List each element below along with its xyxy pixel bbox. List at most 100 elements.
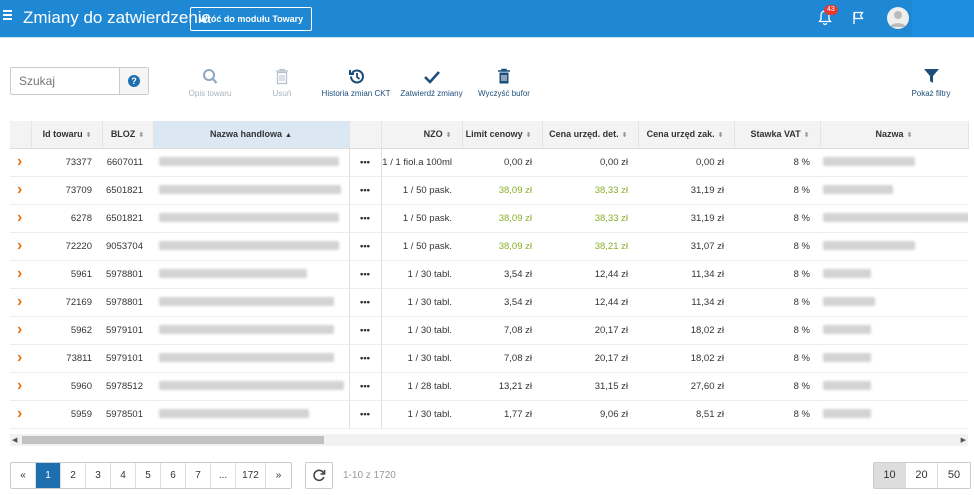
table-row[interactable]: › 73709 6501821 ••• 1 / 50 pask. 38,09 zł 38,3… bbox=[10, 176, 968, 205]
cell-id: 72169 bbox=[31, 288, 102, 317]
header-name[interactable]: Nazwa ⬍ bbox=[820, 121, 969, 149]
header-price-limit[interactable]: Limit cenowy ⬍ bbox=[462, 121, 543, 149]
cell-id: 5961 bbox=[31, 260, 102, 289]
header-purchase-price[interactable]: Cena urzęd zak. ⬍ bbox=[638, 121, 735, 149]
page-button[interactable]: 3 bbox=[86, 463, 111, 488]
back-to-products-button[interactable]: Wróć do modułu Towary bbox=[190, 7, 313, 31]
product-description-button[interactable]: Opis towaru bbox=[187, 68, 233, 98]
page-button[interactable]: » bbox=[275, 470, 282, 481]
cell-retail-price: 38,21 zł bbox=[542, 232, 638, 261]
cell-vat: 8 % bbox=[734, 148, 820, 177]
cell-name bbox=[820, 204, 968, 233]
page-size-selector: 10 20 50 bbox=[873, 462, 971, 489]
cell-trade-name bbox=[153, 372, 349, 401]
table-row[interactable]: › 72169 5978801 ••• 1 / 30 tabl. 3,54 zł 12,44… bbox=[10, 288, 968, 317]
expand-row-icon[interactable]: › bbox=[10, 148, 31, 177]
clear-buffer-button[interactable]: Wyczyść bufor bbox=[477, 68, 531, 98]
flag-icon[interactable] bbox=[853, 11, 865, 25]
expand-row-icon[interactable]: › bbox=[10, 400, 31, 429]
cell-price-limit: 7,08 zł bbox=[462, 316, 542, 345]
page-button[interactable]: 4 bbox=[111, 463, 136, 488]
content-divider bbox=[0, 37, 974, 47]
delete-button[interactable]: Usuń bbox=[270, 68, 294, 98]
cell-trade-name bbox=[153, 176, 349, 205]
cell-trade-name bbox=[153, 260, 349, 289]
cell-bloz: 6501821 bbox=[102, 204, 153, 233]
row-actions-button[interactable]: ••• bbox=[348, 344, 382, 373]
expand-row-icon[interactable]: › bbox=[10, 204, 31, 233]
cell-retail-price: 12,44 zł bbox=[542, 288, 638, 317]
horizontal-scrollbar[interactable]: ◀ ▶ bbox=[10, 434, 968, 446]
page-size-option[interactable]: 20 bbox=[906, 463, 938, 488]
table-row[interactable]: › 6278 6501821 ••• 1 / 50 pask. 38,09 zł 38,33… bbox=[10, 204, 968, 233]
scroll-right-icon[interactable]: ▶ bbox=[960, 437, 966, 444]
cell-price-limit: 38,09 zł bbox=[462, 204, 542, 233]
approve-changes-button[interactable]: Zatwierdź zmiany bbox=[399, 68, 464, 98]
row-actions-button[interactable]: ••• bbox=[348, 176, 382, 205]
header-bloz[interactable]: BLOZ ⬍ bbox=[102, 121, 154, 149]
avatar-icon[interactable] bbox=[887, 7, 909, 29]
header-expand bbox=[10, 121, 32, 149]
cell-price-limit: 7,08 zł bbox=[462, 344, 542, 373]
page-button[interactable]: 172 bbox=[236, 463, 266, 488]
refresh-icon bbox=[313, 469, 326, 482]
row-actions-button[interactable]: ••• bbox=[348, 400, 382, 429]
ckt-history-button[interactable]: Historia zmian CKT bbox=[321, 68, 391, 98]
table-row[interactable]: › 72220 9053704 ••• 1 / 50 pask. 38,09 zł 38,2… bbox=[10, 232, 968, 261]
table-row[interactable]: › 5962 5979101 ••• 1 / 30 tabl. 7,08 zł 20,17 … bbox=[10, 316, 968, 345]
cell-purchase-price: 18,02 zł bbox=[638, 316, 734, 345]
search-input[interactable] bbox=[10, 67, 120, 95]
header-trade-name[interactable]: Nazwa handlowa ▲ bbox=[153, 121, 350, 149]
cell-id: 73811 bbox=[31, 344, 102, 373]
table-row[interactable]: › 73377 6607011 ••• 1 / 1 fiol.a 100ml 0,00 z… bbox=[10, 148, 968, 177]
header-id[interactable]: Id towaru ⬍ bbox=[31, 121, 103, 149]
header-vat[interactable]: Stawka VAT ⬍ bbox=[734, 121, 821, 149]
cell-price-limit: 1,77 zł bbox=[462, 400, 542, 429]
row-actions-button[interactable]: ••• bbox=[348, 372, 382, 401]
expand-row-icon[interactable]: › bbox=[10, 372, 31, 401]
table-row[interactable]: › 73811 5979101 ••• 1 / 30 tabl. 7,08 zł 20,17… bbox=[10, 344, 968, 373]
cell-id: 73709 bbox=[31, 176, 102, 205]
row-actions-button[interactable]: ••• bbox=[348, 316, 382, 345]
cell-price-limit: 3,54 zł bbox=[462, 260, 542, 289]
page-button[interactable]: « bbox=[11, 463, 36, 488]
cell-vat: 8 % bbox=[734, 232, 820, 261]
cell-nzo: 1 / 30 tabl. bbox=[381, 288, 462, 317]
show-filters-button[interactable]: Pokaż filtry bbox=[909, 68, 953, 98]
header-retail-price[interactable]: Cena urzęd. det. ⬍ bbox=[542, 121, 639, 149]
page-button[interactable]: ... bbox=[211, 463, 236, 488]
expand-row-icon[interactable]: › bbox=[10, 344, 31, 373]
scrollbar-thumb[interactable] bbox=[22, 436, 324, 444]
page-button[interactable]: 2 bbox=[61, 463, 86, 488]
expand-row-icon[interactable]: › bbox=[10, 316, 31, 345]
table-row[interactable]: › 5960 5978512 ••• 1 / 28 tabl. 13,21 zł 31,15… bbox=[10, 372, 968, 401]
cell-nzo: 1 / 30 tabl. bbox=[381, 400, 462, 429]
expand-row-icon[interactable]: › bbox=[10, 176, 31, 205]
show-filters-label: Pokaż filtry bbox=[911, 89, 951, 98]
page-size-option[interactable]: 10 bbox=[874, 463, 906, 488]
page-button[interactable]: 5 bbox=[136, 463, 161, 488]
row-actions-button[interactable]: ••• bbox=[348, 260, 382, 289]
menu-icon[interactable] bbox=[3, 10, 13, 24]
page-button[interactable]: 6 bbox=[161, 463, 186, 488]
table-row[interactable]: › 5961 5978801 ••• 1 / 30 tabl. 3,54 zł 12,44 … bbox=[10, 260, 968, 289]
row-actions-button[interactable]: ••• bbox=[348, 204, 382, 233]
row-actions-button[interactable]: ••• bbox=[348, 232, 382, 261]
row-actions-button[interactable]: ••• bbox=[348, 288, 382, 317]
page-size-option[interactable]: 50 bbox=[947, 469, 961, 481]
row-actions-button[interactable]: ••• bbox=[348, 148, 382, 177]
expand-row-icon[interactable]: › bbox=[10, 232, 31, 261]
header-nzo[interactable]: NZO ⬍ bbox=[381, 121, 463, 149]
expand-row-icon[interactable]: › bbox=[10, 288, 31, 317]
trash-icon bbox=[498, 68, 510, 84]
scroll-left-icon[interactable]: ◀ bbox=[12, 437, 18, 444]
refresh-button[interactable] bbox=[305, 462, 333, 489]
page-button[interactable]: 7 bbox=[186, 463, 211, 488]
help-icon[interactable]: ? bbox=[128, 75, 140, 87]
cell-purchase-price: 0,00 zł bbox=[638, 148, 734, 177]
expand-row-icon[interactable]: › bbox=[10, 260, 31, 289]
page-button[interactable]: 1 bbox=[36, 463, 61, 488]
top-bar: Zmiany do zatwierdzenia Wróć do modułu T… bbox=[0, 0, 974, 37]
table-row[interactable]: › 5959 5978501 ••• 1 / 30 tabl. 1,77 zł 9,06 z… bbox=[10, 400, 968, 429]
cell-purchase-price: 31,07 zł bbox=[638, 232, 734, 261]
